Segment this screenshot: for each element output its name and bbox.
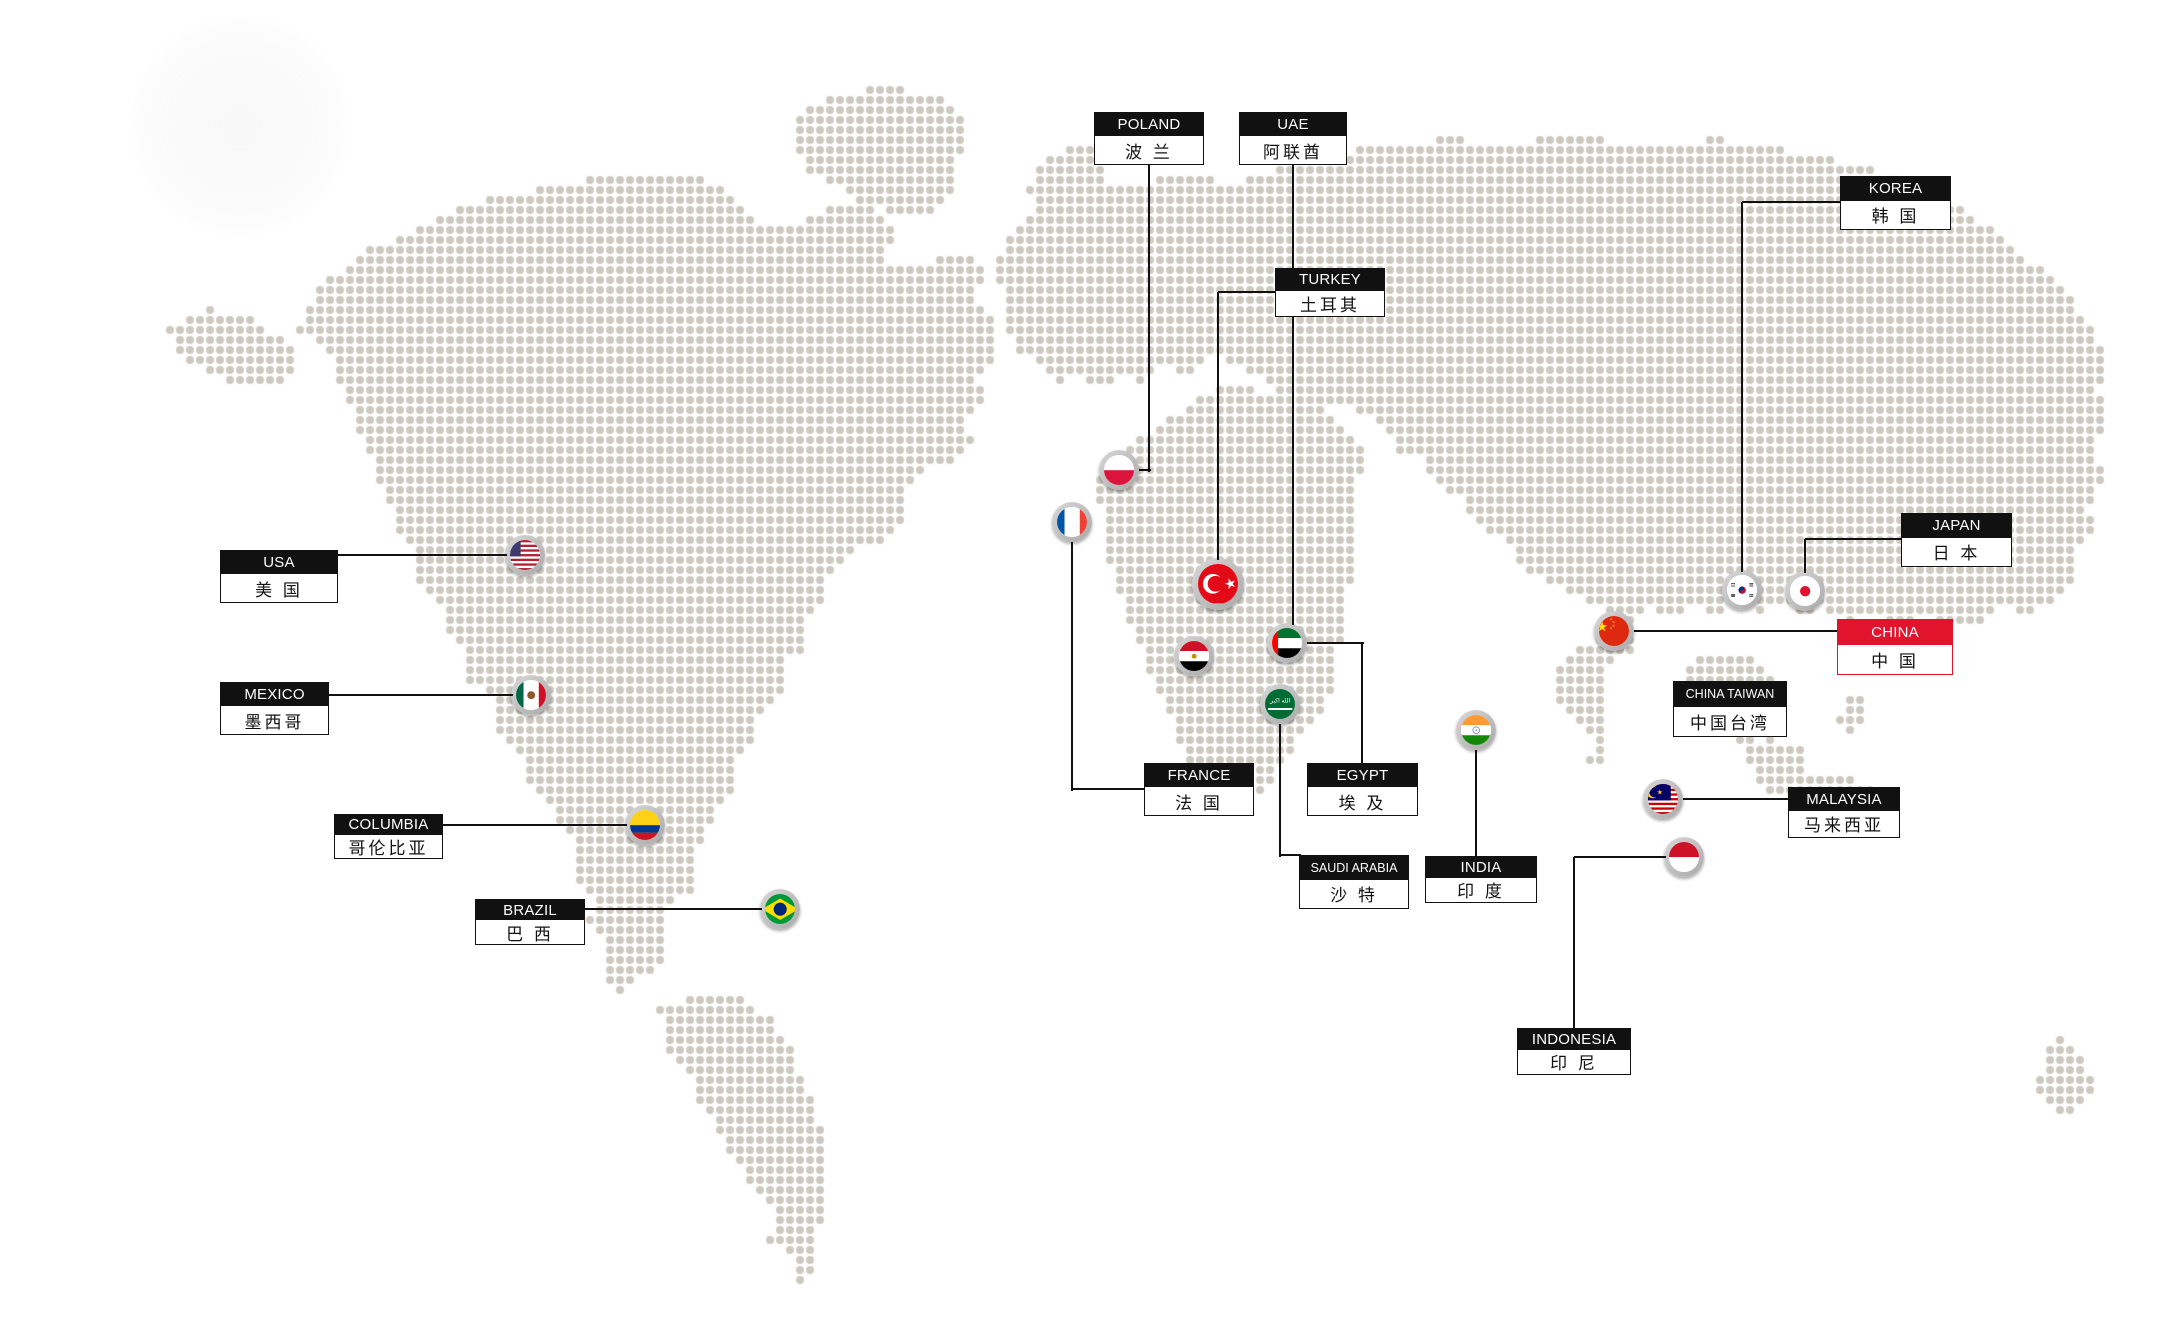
svg-text:الله اكبر: الله اكبر xyxy=(1269,697,1291,704)
